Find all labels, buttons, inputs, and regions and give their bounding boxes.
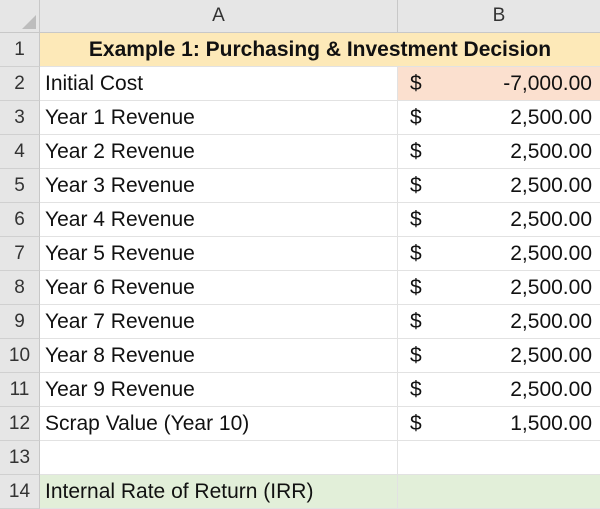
amount: 2,500.00 xyxy=(510,310,592,333)
currency-symbol: $ xyxy=(410,72,422,95)
row-10: 10 Year 8 Revenue $ 2,500.00 xyxy=(0,339,600,373)
label-cell[interactable]: Scrap Value (Year 10) xyxy=(40,407,398,441)
amount: 2,500.00 xyxy=(510,208,592,231)
row-header[interactable]: 9 xyxy=(0,305,40,339)
row-header[interactable]: 11 xyxy=(0,373,40,407)
row-12: 12 Scrap Value (Year 10) $ 1,500.00 xyxy=(0,407,600,441)
currency-symbol: $ xyxy=(410,106,422,129)
row-3: 3 Year 1 Revenue $ 2,500.00 xyxy=(0,101,600,135)
label-cell[interactable]: Year 6 Revenue xyxy=(40,271,398,305)
irr-value-cell[interactable] xyxy=(398,475,600,509)
currency-symbol: $ xyxy=(410,344,422,367)
value-cell[interactable]: $ 1,500.00 xyxy=(398,407,600,441)
currency-symbol: $ xyxy=(410,242,422,265)
value-cell[interactable]: $ 2,500.00 xyxy=(398,339,600,373)
amount: 2,500.00 xyxy=(510,140,592,163)
value-cell[interactable]: $ 2,500.00 xyxy=(398,101,600,135)
row-header[interactable]: 5 xyxy=(0,169,40,203)
row-6: 6 Year 4 Revenue $ 2,500.00 xyxy=(0,203,600,237)
select-all-corner[interactable] xyxy=(0,0,40,33)
amount: 2,500.00 xyxy=(510,276,592,299)
row-11: 11 Year 9 Revenue $ 2,500.00 xyxy=(0,373,600,407)
label-cell[interactable]: Year 2 Revenue xyxy=(40,135,398,169)
label-cell[interactable]: Initial Cost xyxy=(40,67,398,101)
amount: 2,500.00 xyxy=(510,344,592,367)
value-cell[interactable]: $ 2,500.00 xyxy=(398,271,600,305)
row-header[interactable]: 8 xyxy=(0,271,40,305)
label-cell[interactable]: Year 3 Revenue xyxy=(40,169,398,203)
amount: 2,500.00 xyxy=(510,378,592,401)
currency-symbol: $ xyxy=(410,174,422,197)
currency-symbol: $ xyxy=(410,276,422,299)
row-header[interactable]: 12 xyxy=(0,407,40,441)
column-header-a[interactable]: A xyxy=(40,0,398,33)
row-header[interactable]: 14 xyxy=(0,475,40,509)
value-cell[interactable]: $ 2,500.00 xyxy=(398,135,600,169)
row-2: 2 Initial Cost $ -7,000.00 xyxy=(0,67,600,101)
amount: 2,500.00 xyxy=(510,106,592,129)
row-header[interactable]: 3 xyxy=(0,101,40,135)
row-header[interactable]: 4 xyxy=(0,135,40,169)
amount: 2,500.00 xyxy=(510,174,592,197)
value-cell[interactable]: $ 2,500.00 xyxy=(398,203,600,237)
value-cell[interactable]: $ -7,000.00 xyxy=(398,67,600,101)
row-header[interactable]: 13 xyxy=(0,441,40,475)
currency-symbol: $ xyxy=(410,378,422,401)
row-header[interactable]: 1 xyxy=(0,33,40,67)
label-cell[interactable]: Year 9 Revenue xyxy=(40,373,398,407)
empty-cell[interactable] xyxy=(398,441,600,475)
column-header-b[interactable]: B xyxy=(398,0,600,33)
row-14: 14 Internal Rate of Return (IRR) xyxy=(0,475,600,509)
row-header[interactable]: 2 xyxy=(0,67,40,101)
value-cell[interactable]: $ 2,500.00 xyxy=(398,305,600,339)
value-cell[interactable]: $ 2,500.00 xyxy=(398,169,600,203)
row-13: 13 xyxy=(0,441,600,475)
label-cell[interactable]: Year 7 Revenue xyxy=(40,305,398,339)
row-8: 8 Year 6 Revenue $ 2,500.00 xyxy=(0,271,600,305)
label-cell[interactable]: Year 8 Revenue xyxy=(40,339,398,373)
row-header[interactable]: 6 xyxy=(0,203,40,237)
amount: 2,500.00 xyxy=(510,242,592,265)
title-cell[interactable]: Example 1: Purchasing & Investment Decis… xyxy=(40,33,600,67)
row-header[interactable]: 7 xyxy=(0,237,40,271)
currency-symbol: $ xyxy=(410,412,422,435)
irr-label-cell[interactable]: Internal Rate of Return (IRR) xyxy=(40,475,398,509)
label-cell[interactable]: Year 1 Revenue xyxy=(40,101,398,135)
currency-symbol: $ xyxy=(410,208,422,231)
amount: 1,500.00 xyxy=(510,412,592,435)
row-7: 7 Year 5 Revenue $ 2,500.00 xyxy=(0,237,600,271)
select-all-triangle-icon xyxy=(22,15,36,29)
row-header[interactable]: 10 xyxy=(0,339,40,373)
amount: -7,000.00 xyxy=(503,72,592,95)
currency-symbol: $ xyxy=(410,310,422,333)
currency-symbol: $ xyxy=(410,140,422,163)
row-5: 5 Year 3 Revenue $ 2,500.00 xyxy=(0,169,600,203)
value-cell[interactable]: $ 2,500.00 xyxy=(398,237,600,271)
row-1: 1 Example 1: Purchasing & Investment Dec… xyxy=(0,33,600,67)
label-cell[interactable]: Year 5 Revenue xyxy=(40,237,398,271)
label-cell[interactable]: Year 4 Revenue xyxy=(40,203,398,237)
value-cell[interactable]: $ 2,500.00 xyxy=(398,373,600,407)
row-4: 4 Year 2 Revenue $ 2,500.00 xyxy=(0,135,600,169)
empty-cell[interactable] xyxy=(40,441,398,475)
row-9: 9 Year 7 Revenue $ 2,500.00 xyxy=(0,305,600,339)
